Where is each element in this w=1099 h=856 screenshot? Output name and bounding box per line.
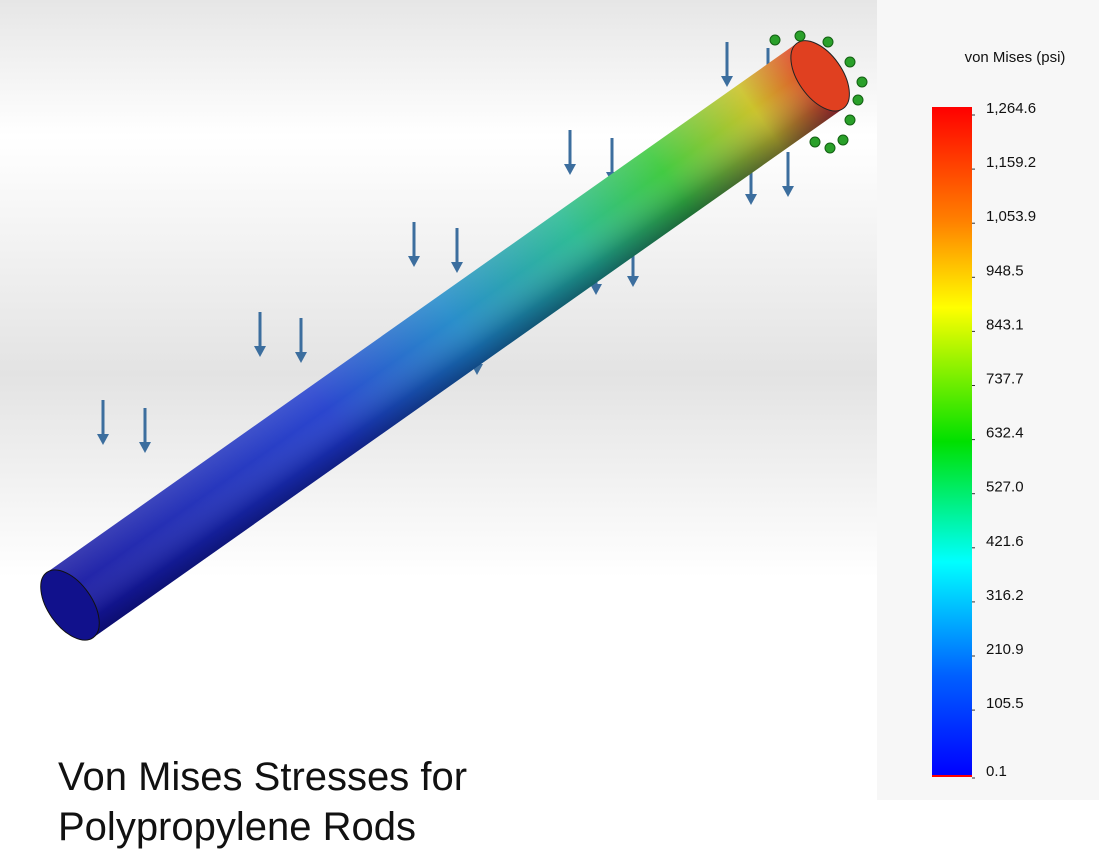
legend-panel [877, 0, 1099, 800]
fixture-marker [838, 135, 848, 145]
legend-tick-label: 105.5 [986, 695, 1024, 712]
fixture-marker [795, 31, 805, 41]
legend-tick-label: 1,264.6 [986, 100, 1036, 117]
fixture-marker [825, 143, 835, 153]
fixture-marker [770, 35, 780, 45]
legend-tick-label: 316.2 [986, 587, 1024, 604]
legend-tick-label: 0.1 [986, 763, 1007, 780]
legend-title: von Mises (psi) [965, 49, 1066, 66]
legend-tick-label: 527.0 [986, 479, 1024, 496]
legend-tick-label: 737.7 [986, 370, 1024, 387]
caption-line: Von Mises Stresses for [58, 755, 467, 799]
fixture-marker [857, 77, 867, 87]
legend-tick-label: 210.9 [986, 641, 1024, 658]
legend-tick-label: 632.4 [986, 425, 1024, 442]
legend-tick-label: 948.5 [986, 262, 1024, 279]
fixture-marker [810, 137, 820, 147]
fixture-marker [845, 57, 855, 67]
caption-line: Polypropylene Rods [58, 805, 416, 849]
fixture-marker [823, 37, 833, 47]
legend-tick-label: 843.1 [986, 316, 1024, 333]
fixture-marker [845, 115, 855, 125]
legend-tick-label: 1,053.9 [986, 208, 1036, 225]
fixture-marker [853, 95, 863, 105]
legend-tick-label: 421.6 [986, 533, 1024, 550]
legend-tick-label: 1,159.2 [986, 154, 1036, 171]
color-bar [932, 107, 972, 776]
screen: von Mises (psi) 1,264.6 1,159.2 1,053.9 948… [0, 0, 1099, 856]
